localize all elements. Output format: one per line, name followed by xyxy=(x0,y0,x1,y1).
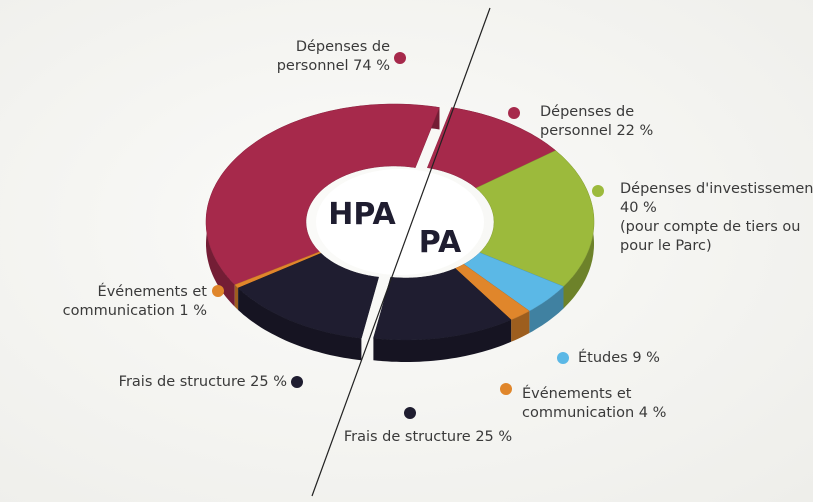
legend-dot xyxy=(404,407,416,419)
value-label: 25 % xyxy=(250,374,287,390)
slice-side xyxy=(373,319,512,362)
legend-dot xyxy=(394,52,406,64)
legend-dot xyxy=(557,352,569,364)
slice-label: Frais de structure 25 % xyxy=(343,428,513,447)
category-label: Événements et communication xyxy=(62,284,207,319)
slice-label: Dépenses d'investissement 40 % (pour comp… xyxy=(620,180,813,256)
slice-label: Frais de structure 25 % xyxy=(117,373,287,392)
legend-dot xyxy=(508,107,520,119)
legend-dot xyxy=(500,383,512,395)
slice-side xyxy=(234,284,239,310)
slice xyxy=(237,253,380,339)
category-label: Frais de structure xyxy=(343,429,471,445)
slice-label: Dépenses de personnel 22 % xyxy=(540,103,710,141)
value-label: 22 % xyxy=(616,123,654,139)
annotation: (pour compte de tiers ou pour le Parc) xyxy=(620,219,801,254)
category-label: Études xyxy=(578,350,628,366)
legend-dot xyxy=(212,285,224,297)
category-label: Frais de structure xyxy=(118,374,246,390)
slice-label: Études 9 % xyxy=(578,349,698,368)
slice-label: Événements et communication 1 % xyxy=(0,283,207,321)
value-label: 25 % xyxy=(475,429,513,445)
value-label: 9 % xyxy=(632,350,660,366)
category-label: Dépenses de personnel xyxy=(540,104,635,139)
hole xyxy=(316,169,484,275)
slice-label: Événements et communication 4 % xyxy=(522,385,732,423)
category-label: Événements et communication xyxy=(522,386,635,421)
legend-dot xyxy=(592,185,604,197)
category-label: Dépenses d'investissement xyxy=(620,181,813,197)
value-label: 74 % xyxy=(353,58,390,74)
slice-side xyxy=(511,311,530,342)
legend-dot xyxy=(291,376,303,388)
slice xyxy=(373,268,512,341)
value-label: 1 % xyxy=(179,303,207,319)
divider xyxy=(311,7,491,497)
slice-side xyxy=(529,286,564,333)
category-label: Dépenses de personnel xyxy=(276,39,390,74)
value-label: 40 % xyxy=(620,200,657,216)
chart-title: PA xyxy=(419,225,462,260)
chart-title: HPA xyxy=(328,197,396,232)
value-label: 4 % xyxy=(638,405,667,421)
slice-label: Dépenses de personnel 74 % xyxy=(220,38,390,76)
